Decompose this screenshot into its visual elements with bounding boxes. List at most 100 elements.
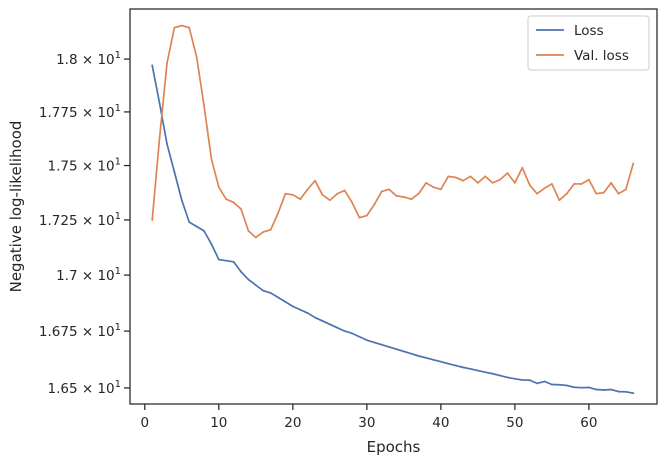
data-point-val-loss bbox=[476, 181, 479, 184]
data-point-val-loss bbox=[158, 136, 161, 139]
y-tick-label: 1.65 × 101 bbox=[47, 379, 121, 397]
data-point-val-loss bbox=[521, 166, 524, 169]
legend-label: Loss bbox=[574, 23, 604, 39]
data-point-val-loss bbox=[388, 188, 390, 191]
data-point-loss bbox=[343, 330, 346, 332]
data-point-loss bbox=[380, 343, 383, 346]
data-point-loss bbox=[447, 362, 450, 365]
data-point-loss bbox=[328, 323, 331, 326]
data-point-val-loss bbox=[195, 56, 198, 58]
x-tick-label: 50 bbox=[506, 415, 523, 431]
data-point-val-loss bbox=[410, 198, 413, 201]
data-point-val-loss bbox=[447, 175, 450, 178]
data-point-loss bbox=[269, 292, 272, 294]
data-point-val-loss bbox=[321, 193, 324, 196]
data-point-loss bbox=[173, 171, 176, 173]
x-tick-label: 20 bbox=[284, 415, 301, 431]
data-point-loss bbox=[550, 383, 553, 386]
data-point-val-loss bbox=[284, 192, 287, 195]
data-point-loss bbox=[365, 339, 368, 342]
data-point-loss bbox=[351, 332, 353, 335]
x-tick-label: 0 bbox=[141, 415, 150, 431]
data-point-val-loss bbox=[625, 188, 627, 191]
data-point-loss bbox=[543, 380, 546, 383]
data-point-val-loss bbox=[232, 201, 235, 204]
data-point-val-loss bbox=[602, 191, 605, 194]
data-point-val-loss bbox=[484, 175, 487, 178]
data-point-loss bbox=[476, 369, 479, 372]
data-point-val-loss bbox=[380, 190, 383, 193]
data-point-val-loss bbox=[269, 228, 272, 231]
y-tick-label: 1.775 × 101 bbox=[39, 103, 121, 121]
data-point-loss bbox=[506, 376, 509, 379]
data-point-val-loss bbox=[536, 192, 538, 195]
data-point-val-loss bbox=[425, 181, 427, 184]
data-point-loss bbox=[588, 386, 590, 389]
data-point-loss bbox=[299, 308, 302, 311]
data-point-loss bbox=[469, 368, 472, 370]
axes-ticks: 0 10 20 30 40 50 60 1.65 × 101 1.675 × 101 1.7 × … bbox=[39, 50, 598, 431]
data-point-loss bbox=[240, 270, 242, 273]
data-point-val-loss bbox=[247, 229, 250, 232]
data-point-loss bbox=[388, 346, 390, 348]
data-point-val-loss bbox=[617, 192, 620, 195]
data-point-loss bbox=[188, 221, 191, 224]
x-axis-title: Epochs bbox=[367, 438, 421, 456]
data-point-val-loss bbox=[417, 192, 420, 195]
data-point-val-loss bbox=[469, 175, 472, 178]
data-point-val-loss bbox=[254, 236, 257, 239]
data-point-loss bbox=[232, 260, 235, 263]
data-point-loss bbox=[558, 383, 561, 386]
data-point-loss bbox=[284, 300, 287, 303]
y-tick-label: 1.8 × 101 bbox=[56, 50, 121, 68]
y-axis-title: Negative log-likelihood bbox=[7, 121, 25, 293]
data-point-loss bbox=[306, 312, 309, 314]
data-point-loss bbox=[195, 225, 198, 228]
data-point-loss bbox=[262, 289, 265, 292]
data-point-val-loss bbox=[240, 208, 242, 210]
data-point-val-loss bbox=[513, 181, 516, 184]
plot-frame bbox=[129, 8, 658, 405]
data-point-loss bbox=[321, 320, 324, 322]
data-point-loss bbox=[484, 371, 487, 374]
data-point-loss bbox=[217, 258, 220, 261]
data-point-val-loss bbox=[595, 192, 598, 195]
data-point-val-loss bbox=[439, 188, 442, 191]
data-point-val-loss bbox=[217, 186, 220, 189]
data-point-loss bbox=[358, 335, 361, 338]
data-point-loss bbox=[410, 352, 413, 355]
data-point-loss bbox=[225, 259, 228, 262]
data-point-val-loss bbox=[632, 162, 635, 165]
data-point-loss bbox=[513, 377, 516, 380]
data-point-val-loss bbox=[210, 158, 213, 160]
data-point-loss bbox=[254, 284, 257, 287]
data-point-val-loss bbox=[558, 199, 561, 202]
data-point-loss bbox=[632, 392, 635, 395]
data-point-loss bbox=[491, 372, 494, 375]
data-point-loss bbox=[166, 143, 168, 145]
data-point-loss bbox=[203, 229, 205, 232]
data-point-val-loss bbox=[462, 179, 464, 182]
data-point-val-loss bbox=[351, 201, 353, 204]
data-point-val-loss bbox=[151, 219, 154, 221]
data-point-val-loss bbox=[336, 192, 339, 195]
data-point-loss bbox=[565, 384, 568, 387]
series-line-val-loss bbox=[151, 24, 635, 239]
data-point-loss bbox=[573, 386, 576, 389]
data-point-val-loss bbox=[262, 231, 265, 233]
data-point-loss bbox=[454, 364, 457, 367]
data-point-loss bbox=[291, 305, 294, 308]
data-point-loss bbox=[425, 356, 427, 359]
data-point-val-loss bbox=[402, 196, 405, 198]
data-point-val-loss bbox=[543, 187, 546, 190]
x-tick-label: 40 bbox=[432, 415, 449, 431]
data-point-loss bbox=[314, 316, 316, 319]
data-point-loss bbox=[373, 341, 376, 344]
data-point-val-loss bbox=[395, 194, 398, 197]
data-point-val-loss bbox=[565, 192, 568, 195]
data-point-loss bbox=[395, 348, 398, 351]
data-point-loss bbox=[158, 102, 161, 105]
data-point-val-loss bbox=[499, 178, 501, 181]
